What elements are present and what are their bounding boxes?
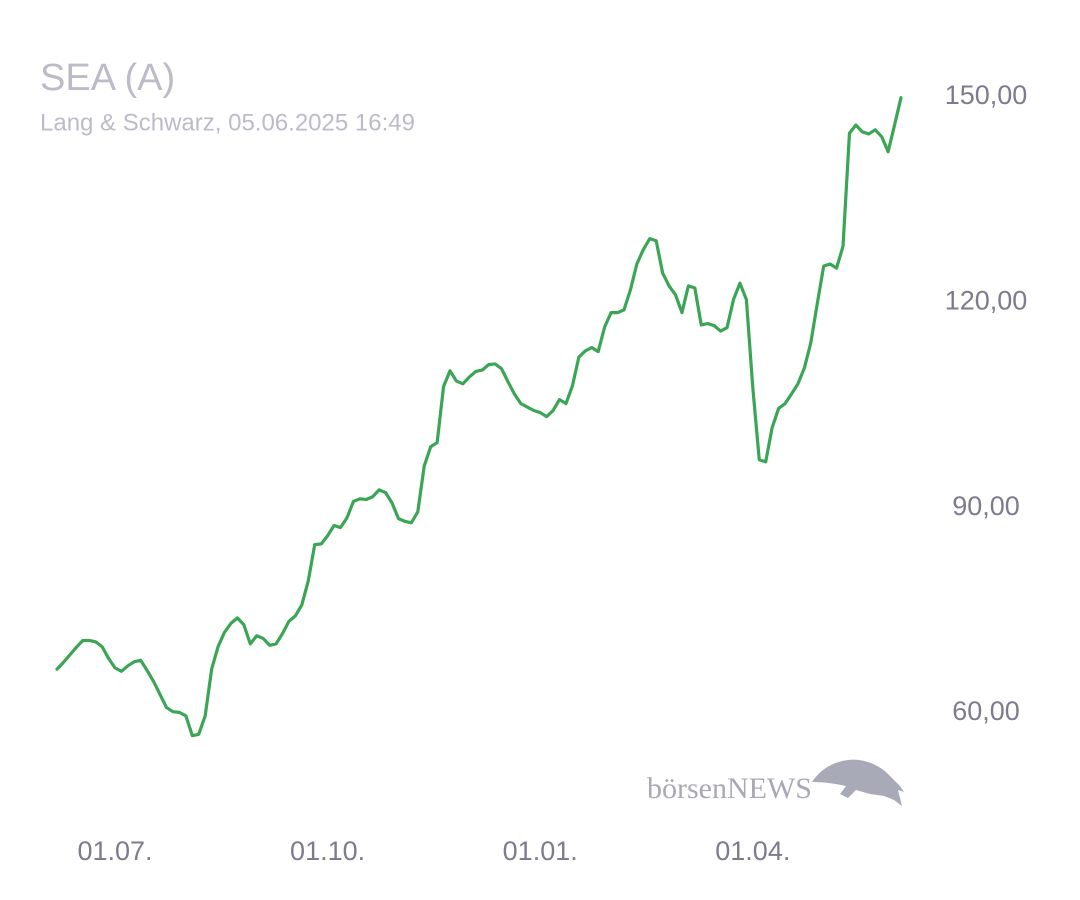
y-tick-label: 90,00 [952, 491, 1020, 521]
x-tick-label: 01.01. [503, 836, 578, 866]
y-tick-label: 150,00 [945, 80, 1028, 110]
x-tick-label: 01.04. [715, 836, 790, 866]
x-tick-label: 01.07. [77, 836, 152, 866]
price-line [55, 96, 903, 738]
y-tick-label: 60,00 [952, 696, 1020, 726]
watermark: börsenNEWS [647, 772, 812, 805]
chart-subtitle: Lang & Schwarz, 05.06.2025 16:49 [40, 109, 415, 136]
watermark-bull [812, 759, 904, 806]
x-tick-label: 01.10. [290, 836, 365, 866]
chart-title: SEA (A) [40, 57, 175, 99]
y-tick-label: 120,00 [945, 285, 1028, 315]
